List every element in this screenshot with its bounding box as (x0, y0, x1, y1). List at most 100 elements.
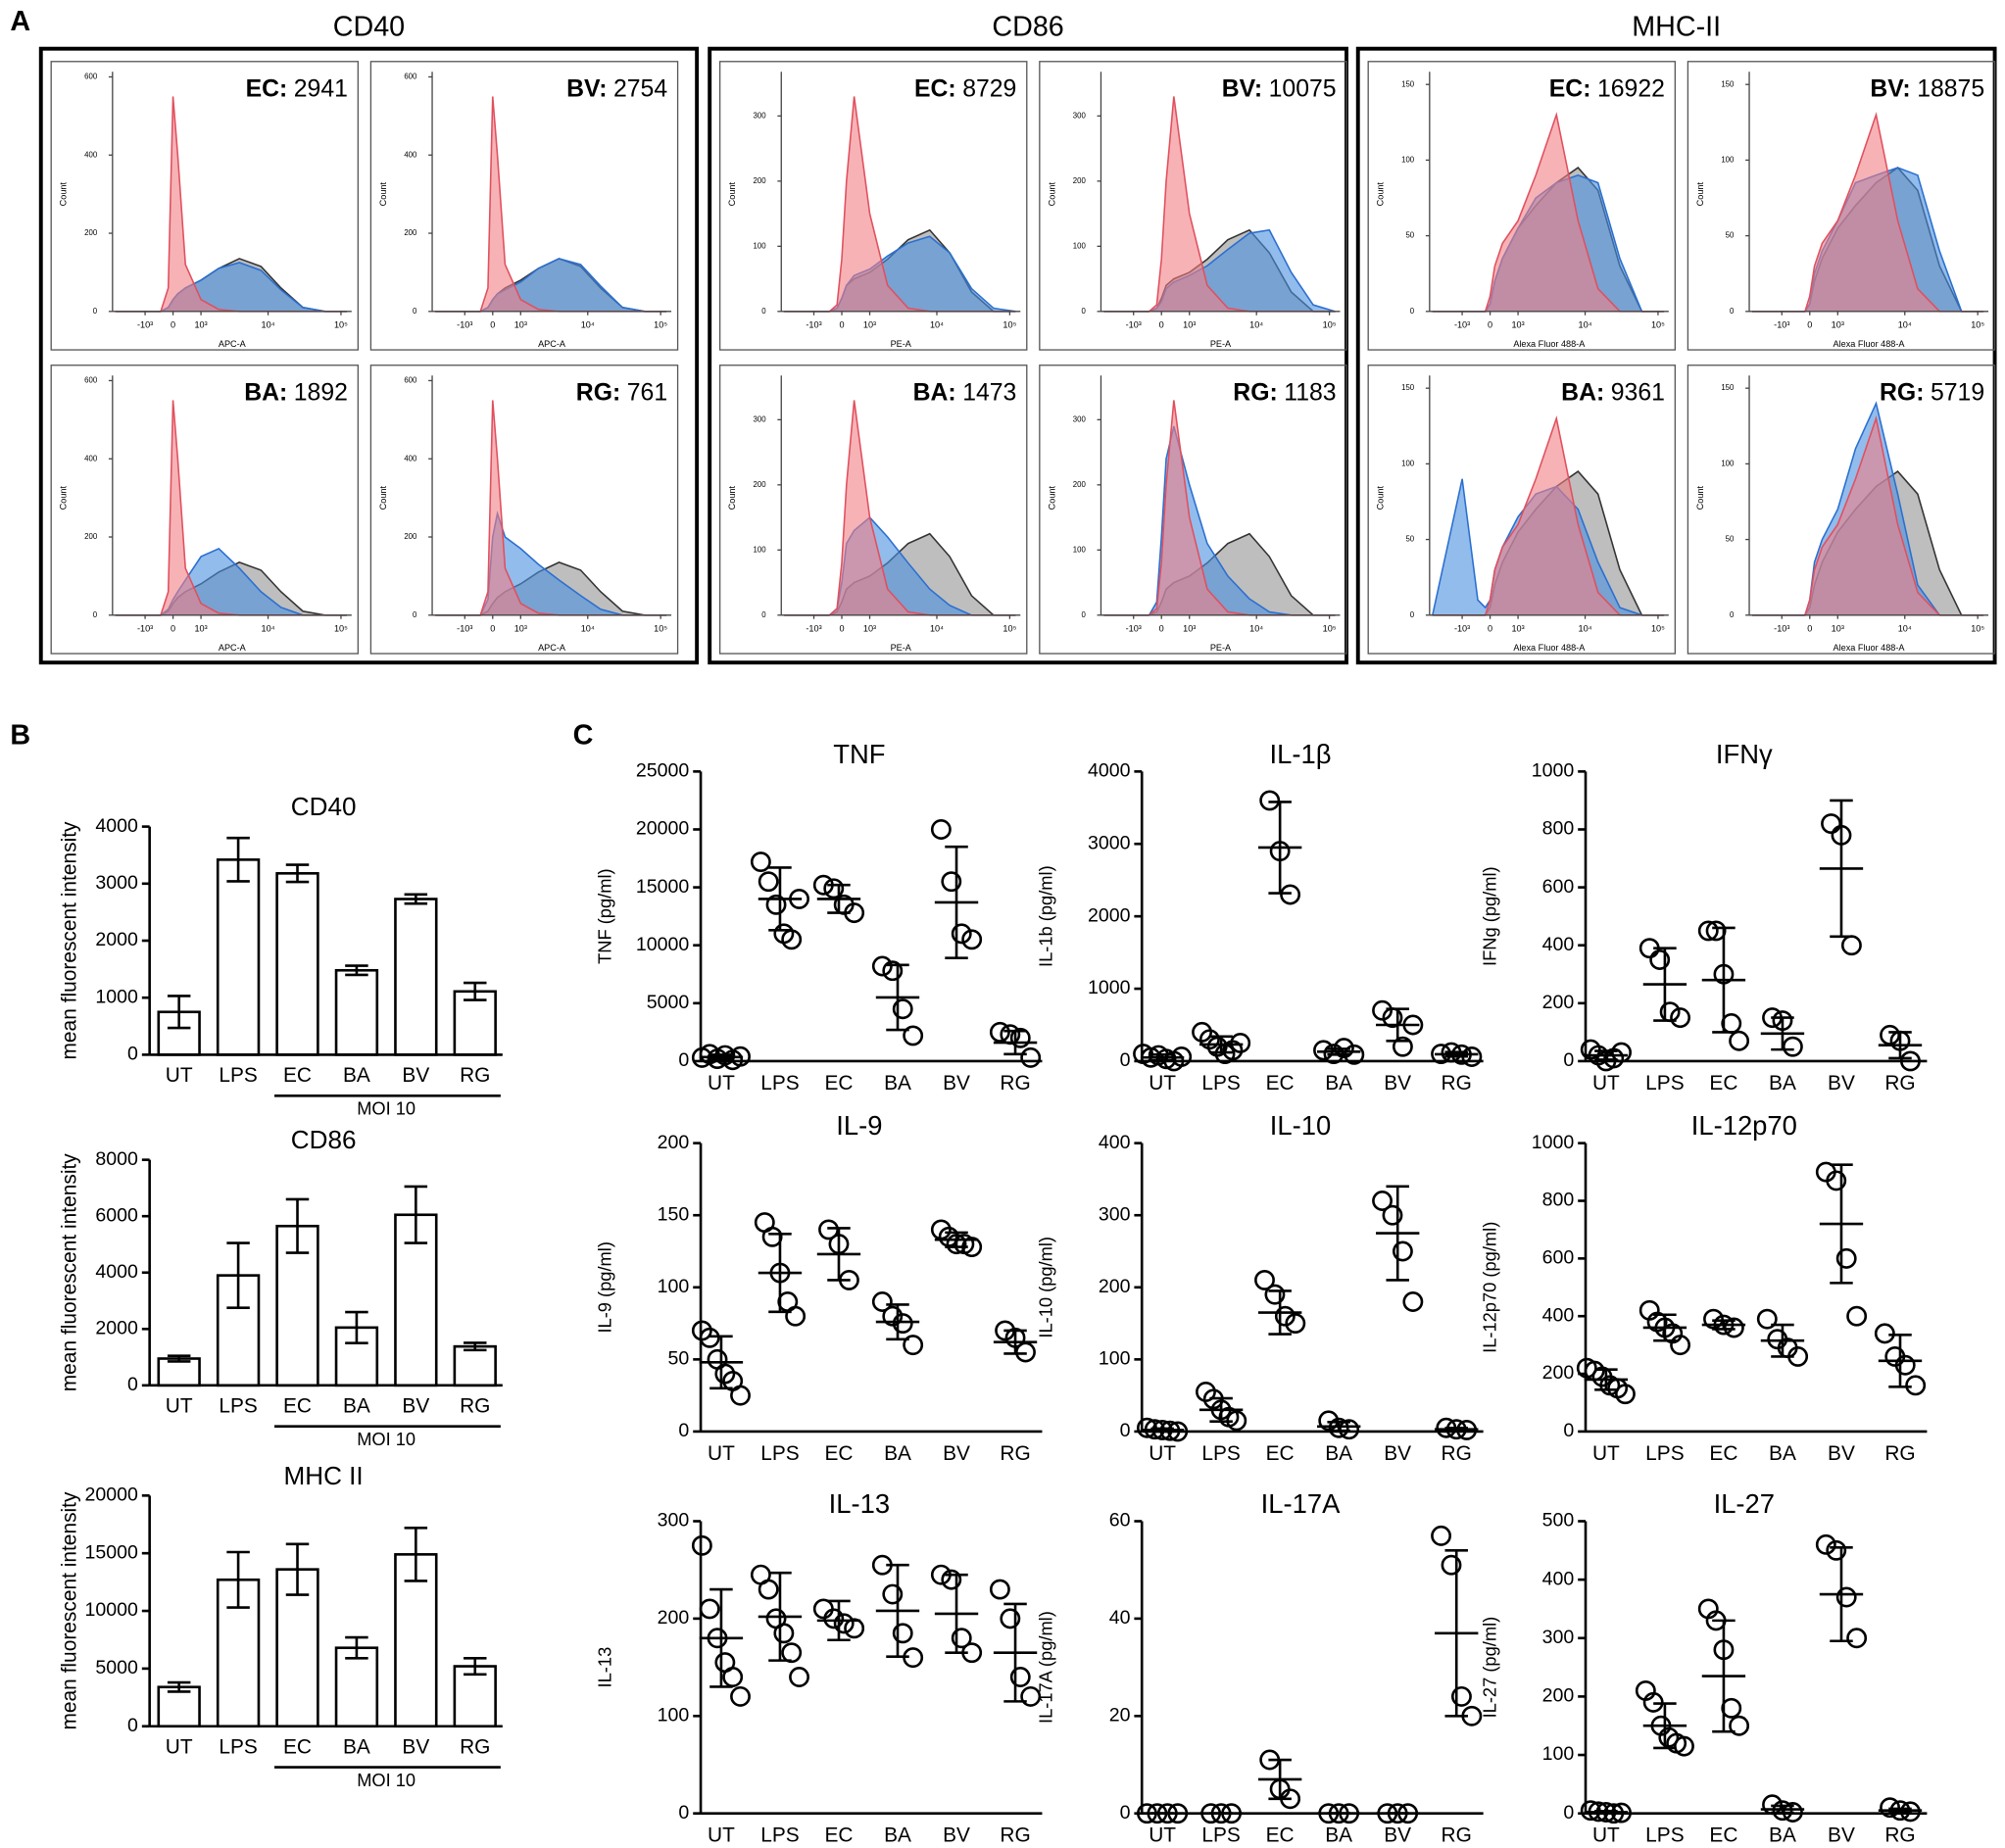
y-tick-label: 600 (84, 376, 98, 385)
x-tick-label: RG (1884, 1824, 1915, 1847)
y-tick-label: 0 (127, 1715, 138, 1736)
data-point (758, 871, 779, 893)
y-tick-label: 0 (1410, 307, 1415, 316)
y-tick-label: 2000 (95, 1317, 138, 1338)
curve-area (434, 258, 667, 312)
x-tick-label: BA (343, 1064, 370, 1087)
x-axis-label: Alexa Fluor 488-A (1513, 643, 1586, 653)
mfi-label: BV: 18875 (1870, 75, 1984, 102)
y-tick-label: 150 (1401, 79, 1415, 88)
x-tick-label: 10⁴ (930, 320, 944, 330)
x-tick-label: BA (1325, 1442, 1352, 1465)
y-tick-label: 300 (754, 111, 767, 120)
y-tick-label: 15000 (85, 1541, 138, 1563)
x-axis-label: PE-A (891, 339, 912, 349)
x-tick-label: 0 (1159, 320, 1164, 330)
chart-title: TNF (833, 739, 885, 769)
mfi-value: 18875 (1917, 75, 1984, 102)
x-tick-label: RG (460, 1395, 490, 1418)
y-tick-label: 300 (1073, 414, 1087, 423)
data-point (1835, 1247, 1857, 1269)
subplot-frame (369, 61, 679, 351)
x-tick-label: 10⁵ (1002, 624, 1016, 634)
x-tick-label: EC (283, 1064, 312, 1087)
y-tick-label: 3000 (95, 872, 138, 894)
data-point (1230, 1033, 1251, 1053)
y-axis-label: IL-9 (pg/ml) (594, 1241, 614, 1334)
data-point (1274, 1305, 1296, 1327)
curve (1432, 478, 1664, 616)
y-tick-label: 0 (1730, 610, 1735, 619)
mfi-value: 2941 (294, 75, 348, 102)
curve-area (1432, 115, 1664, 312)
curve-area (1103, 426, 1336, 615)
y-tick-label: 600 (84, 73, 98, 81)
bar (394, 898, 438, 1056)
x-tick-label: EC (824, 1442, 853, 1465)
y-axis-label: Count (1047, 485, 1056, 510)
data-point (773, 1623, 795, 1644)
data-point (1905, 1375, 1927, 1396)
curve-area (1751, 115, 1984, 312)
y-tick-label: 200 (1542, 1362, 1575, 1384)
y-tick-label: 2000 (1088, 904, 1131, 926)
x-tick-label: 0 (1488, 624, 1492, 634)
mfi-value: 9361 (1611, 379, 1665, 406)
data-point (930, 819, 952, 840)
data-point (1756, 1308, 1778, 1330)
data-point (1009, 1667, 1031, 1687)
data-point (691, 1534, 712, 1556)
x-tick-label: LPS (219, 1735, 257, 1758)
data-point (1611, 1042, 1632, 1063)
data-point (1670, 1335, 1691, 1356)
data-point (699, 1598, 720, 1620)
y-tick-label: 25000 (636, 760, 689, 782)
x-tick-label: RG (1000, 1824, 1030, 1847)
mfi-label: BA: 1892 (244, 379, 348, 406)
y-tick-label: 1000 (1532, 760, 1575, 782)
y-axis-label: IL-12p70 (pg/ml) (1479, 1222, 1499, 1353)
x-tick-label: LPS (1645, 1824, 1684, 1847)
chart-title: IL-12p70 (1691, 1110, 1797, 1141)
y-tick-label: 100 (754, 545, 767, 554)
y-tick-label: 50 (1405, 231, 1414, 240)
data-point (1254, 1269, 1275, 1290)
x-tick-label: BA (1769, 1824, 1796, 1847)
data-point (844, 1618, 865, 1639)
data-point (730, 1385, 751, 1406)
chart-title: IL-17A (1261, 1488, 1341, 1519)
y-tick-label: 50 (1405, 535, 1414, 544)
data-point (1392, 1240, 1413, 1262)
x-tick-label: 10³ (194, 320, 207, 330)
mfi-group: BA: (913, 379, 956, 406)
data-point (989, 1579, 1010, 1600)
panel-frame (708, 46, 1348, 665)
y-tick-label: 150 (1401, 383, 1415, 392)
y-axis-label: Count (1695, 181, 1705, 206)
subplot-frame (718, 365, 1028, 655)
y-axis-label: TNF (pg/ml) (594, 868, 614, 964)
x-tick-label: RG (460, 1064, 490, 1087)
data-point (1020, 1685, 1042, 1707)
x-tick-label: BA (1769, 1072, 1796, 1094)
y-axis-label: Count (727, 485, 737, 510)
x-tick-label: -10³ (806, 320, 821, 330)
mfi-value: 16922 (1597, 75, 1665, 102)
x-axis-label: Alexa Fluor 488-A (1834, 339, 1906, 349)
x-tick-label: 0 (171, 624, 175, 634)
y-tick-label: 100 (1401, 155, 1415, 164)
data-point (1451, 1685, 1472, 1707)
x-tick-label: 10⁵ (1323, 320, 1337, 330)
data-point (961, 929, 983, 950)
x-tick-label: -10³ (457, 624, 472, 634)
x-tick-label: EC (283, 1395, 312, 1418)
y-tick-label: 5000 (95, 1657, 138, 1678)
x-tick-label: LPS (760, 1072, 799, 1094)
mfi-group: BV: (566, 75, 607, 102)
x-tick-label: -10³ (457, 320, 472, 330)
x-tick-label: 0 (839, 320, 844, 330)
y-tick-label: 1000 (1532, 1132, 1575, 1153)
x-tick-label: -10³ (1774, 624, 1789, 634)
x-tick-label: 10³ (1832, 624, 1844, 634)
data-point (722, 1667, 744, 1687)
